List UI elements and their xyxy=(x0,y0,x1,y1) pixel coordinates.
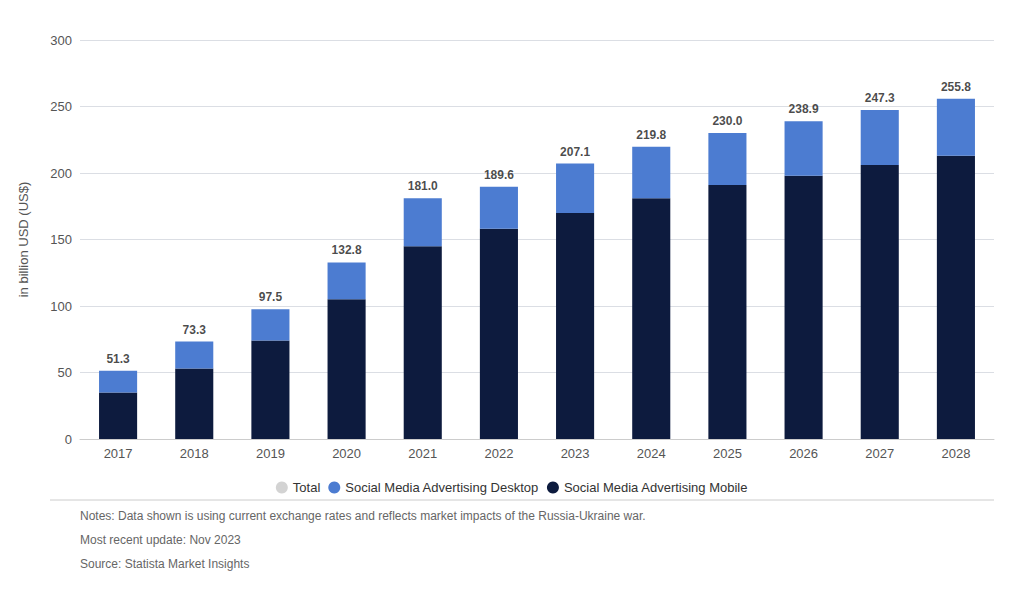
svg-text:2028: 2028 xyxy=(941,446,970,461)
svg-text:Total: Total xyxy=(293,480,321,495)
svg-text:51.3: 51.3 xyxy=(106,352,130,366)
svg-text:2022: 2022 xyxy=(484,446,513,461)
svg-text:0: 0 xyxy=(65,432,72,447)
svg-text:189.6: 189.6 xyxy=(484,168,514,182)
svg-text:300: 300 xyxy=(50,33,72,48)
svg-text:Social Media Advertising Deskt: Social Media Advertising Desktop xyxy=(345,480,538,495)
svg-text:Notes: Data shown is using cur: Notes: Data shown is using current excha… xyxy=(80,509,646,523)
svg-text:150: 150 xyxy=(50,232,72,247)
svg-text:73.3: 73.3 xyxy=(183,323,207,337)
svg-text:2025: 2025 xyxy=(713,446,742,461)
svg-text:2017: 2017 xyxy=(104,446,133,461)
svg-text:97.5: 97.5 xyxy=(259,290,283,304)
svg-text:247.3: 247.3 xyxy=(865,91,895,105)
svg-text:132.8: 132.8 xyxy=(332,243,362,257)
svg-text:2019: 2019 xyxy=(256,446,285,461)
svg-text:230.0: 230.0 xyxy=(712,114,742,128)
svg-text:255.8: 255.8 xyxy=(941,80,971,94)
svg-text:2018: 2018 xyxy=(180,446,209,461)
svg-text:219.8: 219.8 xyxy=(636,128,666,142)
svg-text:181.0: 181.0 xyxy=(408,179,438,193)
svg-text:238.9: 238.9 xyxy=(789,102,819,116)
svg-text:Social Media Advertising Mobil: Social Media Advertising Mobile xyxy=(564,480,748,495)
svg-text:2021: 2021 xyxy=(408,446,437,461)
svg-text:in billion USD (US$): in billion USD (US$) xyxy=(16,182,31,298)
svg-text:2023: 2023 xyxy=(561,446,590,461)
svg-text:2020: 2020 xyxy=(332,446,361,461)
svg-text:100: 100 xyxy=(50,299,72,314)
svg-text:250: 250 xyxy=(50,99,72,114)
svg-text:2024: 2024 xyxy=(637,446,666,461)
svg-text:Source: Statista Market Insigh: Source: Statista Market Insights xyxy=(80,557,249,571)
svg-text:207.1: 207.1 xyxy=(560,145,590,159)
svg-text:2026: 2026 xyxy=(789,446,818,461)
svg-text:200: 200 xyxy=(50,166,72,181)
svg-text:2027: 2027 xyxy=(865,446,894,461)
svg-text:50: 50 xyxy=(58,365,72,380)
svg-text:Most recent update: Nov 2023: Most recent update: Nov 2023 xyxy=(80,533,241,547)
